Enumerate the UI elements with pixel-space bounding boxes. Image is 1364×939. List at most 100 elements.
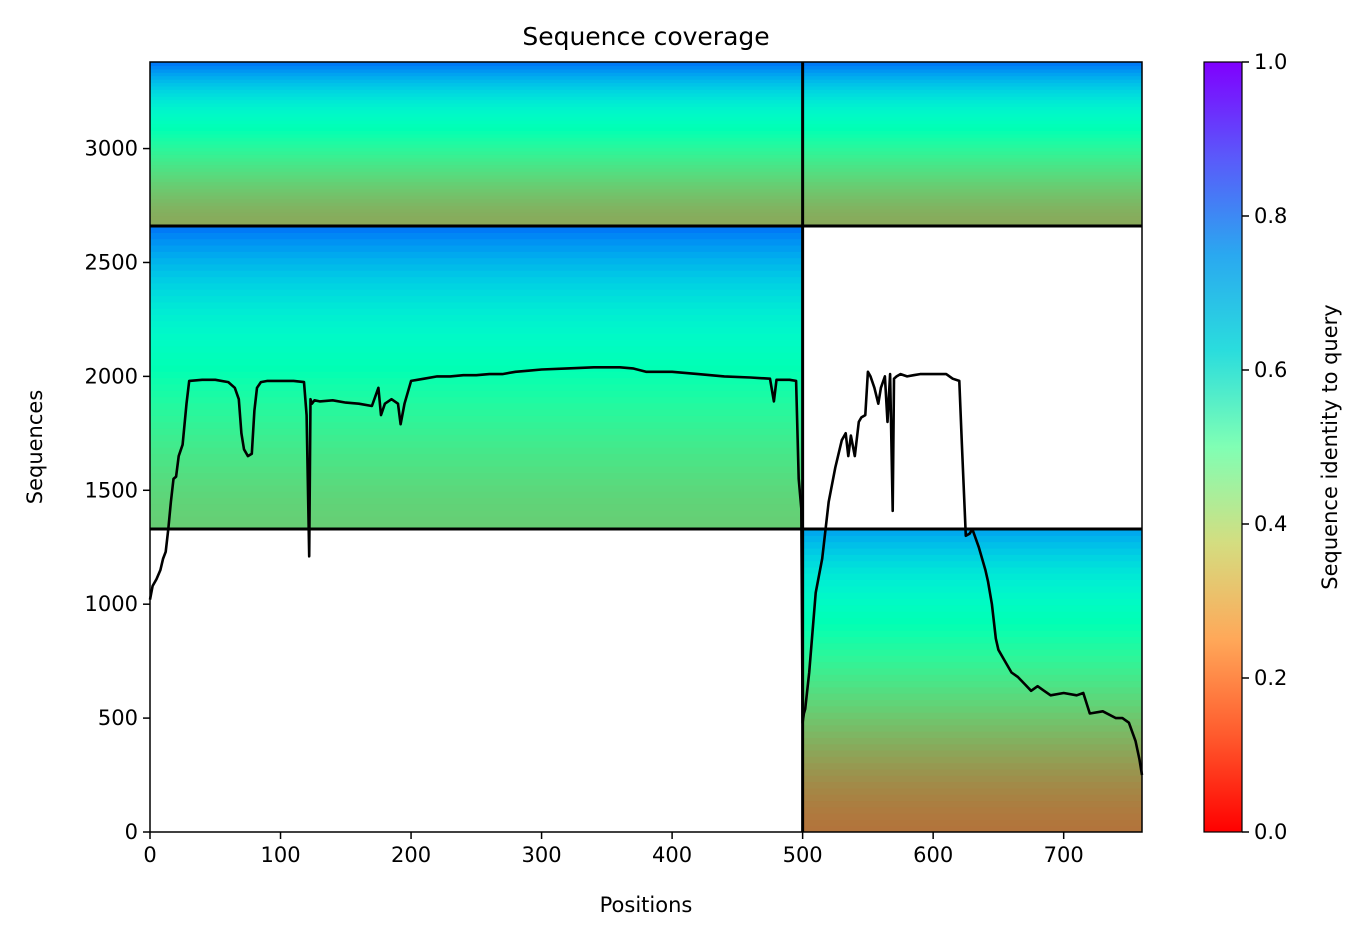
- coverage-band: [802, 642, 1142, 650]
- coverage-band: [802, 205, 1142, 210]
- coverage-band: [802, 72, 1142, 77]
- coverage-band: [150, 257, 803, 265]
- coverage-band: [802, 123, 1142, 128]
- coverage-block-1: [802, 62, 1142, 227]
- coverage-band: [150, 178, 803, 183]
- y-tick-label: 500: [98, 706, 138, 730]
- coverage-band: [150, 251, 803, 259]
- coverage-band: [150, 208, 803, 213]
- coverage-band: [150, 174, 803, 179]
- coverage-band: [150, 510, 803, 517]
- coverage-band: [802, 120, 1142, 125]
- coverage-band: [802, 554, 1142, 562]
- coverage-band: [150, 164, 803, 169]
- coverage-band: [802, 147, 1142, 152]
- coverage-block-0: [150, 62, 803, 227]
- coverage-band: [802, 705, 1142, 713]
- y-tick-label: 2500: [85, 250, 138, 274]
- coverage-band: [802, 680, 1142, 688]
- y-tick-label: 1000: [85, 592, 138, 616]
- coverage-band: [150, 434, 803, 442]
- x-axis-label: Positions: [600, 893, 693, 917]
- coverage-band: [150, 352, 803, 360]
- x-tick-label: 500: [783, 843, 823, 867]
- coverage-band: [150, 377, 803, 385]
- coverage-band: [802, 164, 1142, 169]
- coverage-band: [802, 573, 1142, 581]
- coverage-band: [802, 800, 1142, 808]
- coverage-band: [150, 181, 803, 186]
- coverage-band: [150, 339, 803, 347]
- coverage-band: [150, 314, 803, 322]
- coverage-band: [802, 65, 1142, 70]
- coverage-band: [802, 806, 1142, 814]
- coverage-band: [802, 212, 1142, 217]
- coverage-band: [802, 144, 1142, 149]
- coverage-band: [150, 472, 803, 480]
- coverage-band: [802, 712, 1142, 719]
- coverage-band: [802, 636, 1142, 644]
- coverage-band: [802, 202, 1142, 207]
- coverage-band: [150, 215, 803, 220]
- coverage-band: [802, 157, 1142, 162]
- coverage-band: [150, 140, 803, 145]
- coverage-band: [802, 535, 1142, 543]
- coverage-band: [802, 560, 1142, 568]
- coverage-band: [802, 737, 1142, 745]
- coverage-band: [150, 137, 803, 142]
- coverage-band: [802, 756, 1142, 764]
- coverage-band: [150, 289, 803, 297]
- coverage-band: [150, 276, 803, 284]
- coverage-band: [150, 75, 803, 80]
- coverage-band: [802, 171, 1142, 176]
- coverage-band: [802, 62, 1142, 67]
- coverage-band: [150, 415, 803, 423]
- coverage-band: [150, 491, 803, 499]
- coverage-band: [802, 181, 1142, 186]
- coverage-band: [802, 667, 1142, 675]
- coverage-band: [802, 743, 1142, 751]
- coverage-band: [150, 446, 803, 454]
- coverage-band: [802, 617, 1142, 625]
- coverage-band: [150, 320, 803, 328]
- coverage-band: [802, 787, 1142, 795]
- coverage-band: [802, 655, 1142, 663]
- coverage-band: [150, 195, 803, 200]
- coverage-band: [150, 191, 803, 196]
- coverage-band: [150, 390, 803, 398]
- colorbar-ticks: 0.0 0.2 0.4 0.6 0.8 1.0: [1242, 50, 1287, 844]
- coverage-band: [150, 144, 803, 149]
- y-tick-label: 2000: [85, 364, 138, 388]
- coverage-band: [150, 478, 803, 486]
- plot-frame: [149, 61, 1143, 833]
- coverage-band: [150, 147, 803, 152]
- coverage-band: [802, 592, 1142, 600]
- coverage-band: [150, 123, 803, 128]
- coverage-band: [802, 154, 1142, 159]
- coverage-band: [802, 775, 1142, 783]
- coverage-band: [150, 497, 803, 505]
- x-tick-label: 100: [260, 843, 300, 867]
- coverage-band: [150, 68, 803, 73]
- coverage-band: [150, 89, 803, 94]
- coverage-band: [150, 238, 803, 246]
- coverage-band: [802, 79, 1142, 84]
- coverage-band: [150, 358, 803, 366]
- coverage-band: [150, 65, 803, 70]
- coverage-band: [802, 215, 1142, 220]
- coverage-band: [802, 96, 1142, 101]
- coverage-band: [802, 686, 1142, 694]
- colorbar-tick-label: 0.2: [1254, 666, 1287, 690]
- coverage-band: [150, 232, 803, 240]
- coverage-band: [150, 202, 803, 207]
- y-axis-label: Sequences: [23, 390, 47, 505]
- coverage-band: [150, 484, 803, 492]
- coverage-band: [802, 547, 1142, 555]
- coverage-band: [802, 623, 1142, 631]
- coverage-band: [802, 103, 1142, 108]
- coverage-band: [802, 541, 1142, 549]
- coverage-band: [150, 226, 803, 233]
- coverage-band: [150, 465, 803, 473]
- coverage-band: [802, 92, 1142, 97]
